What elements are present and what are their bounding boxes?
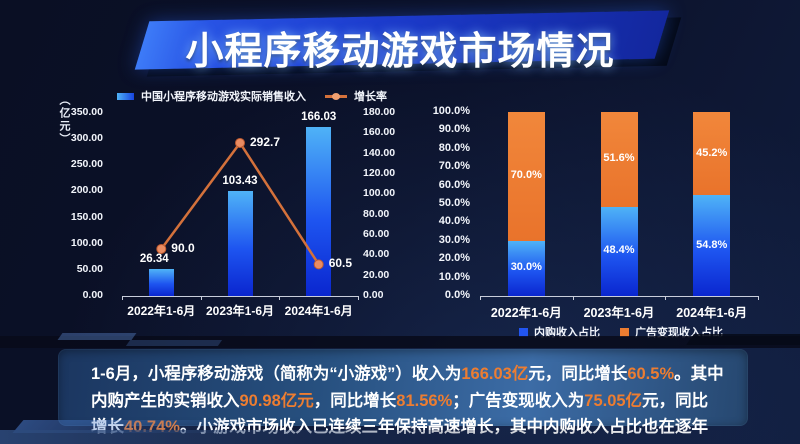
percent-axis-tick-label: 40.0% [438, 215, 470, 228]
line-value-label: 60.5 [328, 256, 353, 271]
ad-share-swatch [620, 327, 629, 337]
left-axis-tick-label: 300.00 [70, 132, 103, 145]
left-chart-legend: 中国小程序移动游戏实际销售收入 增长率 [117, 88, 387, 104]
decorative-bottom-bar [0, 430, 800, 444]
percent-axis-tick-label: 100.0% [432, 105, 470, 117]
ad-share-value-label: 51.6% [603, 152, 635, 165]
bar-series-swatch [117, 92, 134, 100]
percent-axis-tick-label: 90.0% [438, 123, 470, 136]
iap-share-swatch [519, 327, 528, 337]
line-value-label: 292.7 [250, 134, 281, 149]
iap-share-value-label: 54.8% [696, 238, 728, 251]
summary-highlight: 75.05亿 [584, 391, 643, 410]
category-label: 2024年1-6月 [284, 304, 353, 318]
line-marker-icon [332, 92, 340, 100]
category-label: 2022年1-6月 [127, 304, 196, 318]
x-axis-tick [665, 296, 667, 300]
bar-value-label: 103.43 [222, 174, 258, 187]
left-axis-tick-label: 50.00 [76, 262, 103, 275]
iap-share-value-label: 30.0% [510, 261, 542, 274]
left-axis-tick-label: 250.00 [70, 158, 103, 171]
percent-axis-tick-label: 30.0% [438, 233, 470, 246]
x-axis-line [122, 296, 358, 297]
line-series-swatch [325, 92, 347, 100]
bar-value-label: 26.34 [139, 253, 169, 266]
ad-share-segment [600, 112, 638, 207]
decorative-slash [57, 333, 137, 340]
summary-highlight: 81.56% [396, 391, 453, 410]
summary-segment: 1-6月，小程序移动游戏（简称为“小游戏”）收入为 [91, 365, 462, 383]
decorative-slash [125, 340, 223, 346]
right-axis-tick-label: 0.00 [363, 289, 384, 301]
left-axis-tick-label: 100.00 [70, 236, 103, 249]
revenue-bar [227, 190, 253, 296]
summary-segment: 元，同比增长 [528, 365, 628, 383]
left-axis-unit-label: （亿元） [58, 94, 70, 146]
left-axis-tick-label: 200.00 [70, 184, 103, 197]
percent-axis-tick-label: 20.0% [438, 252, 470, 265]
revenue-bar [148, 269, 174, 296]
line-value-label: 90.0 [171, 240, 195, 255]
ad-share-value-label: 70.0% [510, 169, 542, 182]
decorative-slash [686, 334, 800, 345]
category-label: 2023年1-6月 [205, 304, 275, 318]
summary-highlight: 90.98亿元 [239, 391, 314, 410]
category-label: 2022年1-6月 [490, 306, 562, 320]
summary-segment: ，同比增长 [313, 391, 397, 410]
percent-axis-tick-label: 70.0% [438, 160, 470, 173]
summary-segment: 。其中内购产生的实销收入 [91, 365, 724, 410]
x-axis-tick [200, 296, 202, 300]
iap-share-segment [693, 195, 731, 296]
ad-share-segment [693, 112, 731, 196]
iap-share-segment [600, 206, 638, 296]
percent-axis-tick-label: 10.0% [438, 270, 470, 283]
bar-value-label: 166.03 [301, 111, 337, 124]
x-axis-tick [122, 296, 123, 300]
iap-share-segment [507, 240, 545, 296]
right-axis-tick-label: 180.00 [363, 106, 396, 118]
x-axis-line [480, 296, 758, 297]
summary-segment: ；广告变现收入为 [452, 391, 585, 410]
summary-highlight: 166.03亿 [461, 365, 529, 383]
iap-share-value-label: 48.4% [603, 244, 635, 257]
left-axis-tick-label: 0.00 [82, 289, 103, 301]
right-axis-tick-label: 60.00 [363, 228, 390, 240]
category-label: 2023年1-6月 [583, 306, 655, 320]
ad-share-segment [507, 112, 545, 241]
x-axis-tick [358, 296, 359, 300]
right-axis-tick-label: 160.00 [363, 126, 396, 139]
right-axis-tick-label: 40.00 [363, 248, 390, 261]
bar-series-label: 中国小程序移动游戏实际销售收入 [141, 91, 306, 103]
right-axis-tick-label: 80.00 [363, 207, 390, 220]
right-axis-tick-label: 140.00 [363, 146, 396, 159]
ad-share-value-label: 45.2% [696, 146, 728, 159]
right-axis-tick-label: 120.00 [363, 167, 396, 179]
category-label: 2024年1-6月 [676, 306, 748, 320]
x-axis-tick [279, 296, 281, 300]
x-axis-tick [758, 296, 759, 300]
page-title: 小程序移动游戏市场情况 [185, 31, 615, 73]
right-axis-tick-label: 20.00 [363, 268, 390, 281]
percent-axis-tick-label: 60.0% [438, 178, 470, 191]
right-axis-tick-label: 100.00 [363, 187, 396, 200]
line-series-label: 增长率 [354, 91, 387, 103]
x-axis-tick [480, 296, 481, 300]
x-axis-tick [572, 296, 574, 300]
percent-axis-tick-label: 0.0% [444, 289, 470, 301]
summary-panel: 1-6月，小程序移动游戏（简称为“小游戏”）收入为166.03亿元，同比增长60… [58, 349, 748, 436]
percent-axis-tick-label: 80.0% [438, 141, 470, 154]
summary-highlight: 60.5% [627, 365, 675, 383]
left-axis-tick-label: 350.00 [70, 106, 103, 118]
divider-band [0, 336, 800, 348]
left-axis-tick-label: 150.00 [70, 210, 103, 223]
percent-axis-tick-label: 50.0% [438, 197, 470, 209]
revenue-bar [306, 127, 332, 296]
